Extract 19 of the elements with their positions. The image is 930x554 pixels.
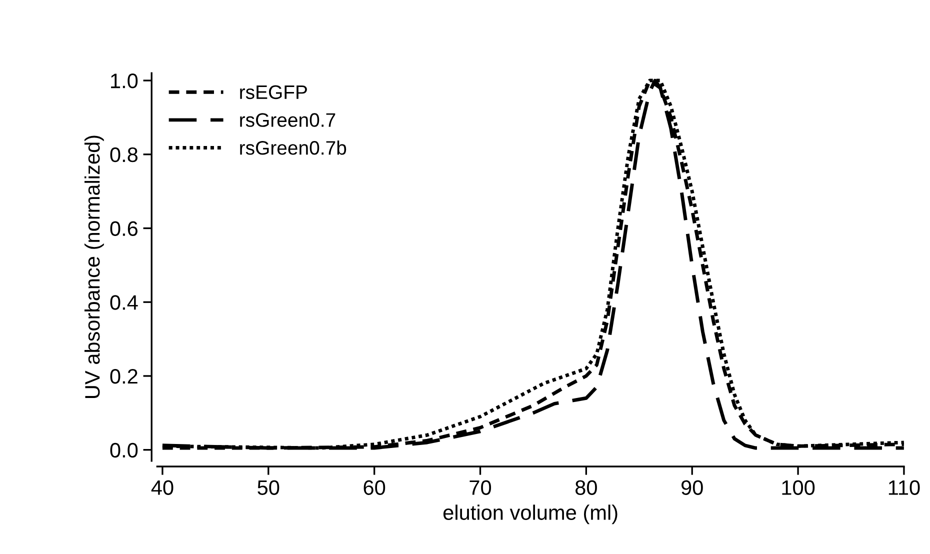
legend-label: rsGreen0.7 [240, 113, 336, 127]
x-tick-label: 110 [888, 480, 920, 495]
x-tick-label: 40 [151, 480, 174, 495]
x-tick-label: 70 [470, 480, 492, 495]
x-axis-title: elution volume (ml) [443, 504, 618, 524]
y-tick-label: 0.2 [110, 368, 138, 384]
x-tick-label: 60 [364, 480, 386, 495]
y-tick-label: 1.0 [111, 74, 138, 88]
legend-label: rsEGFP [240, 85, 307, 100]
y-tick-label: 0.8 [110, 147, 138, 162]
y-tick-label: 0.0 [110, 442, 138, 458]
legend-label: rsGreen0.7b [240, 140, 346, 155]
y-tick-label: 0.4 [110, 295, 138, 310]
x-tick-label: 100 [782, 480, 815, 495]
x-tick-label: 90 [681, 480, 703, 495]
x-tick-label: 80 [575, 480, 597, 495]
x-tick-label: 50 [258, 480, 280, 495]
y-axis-title: UV absorbance (normalized) [84, 136, 104, 398]
y-tick-label: 0.6 [110, 221, 138, 236]
